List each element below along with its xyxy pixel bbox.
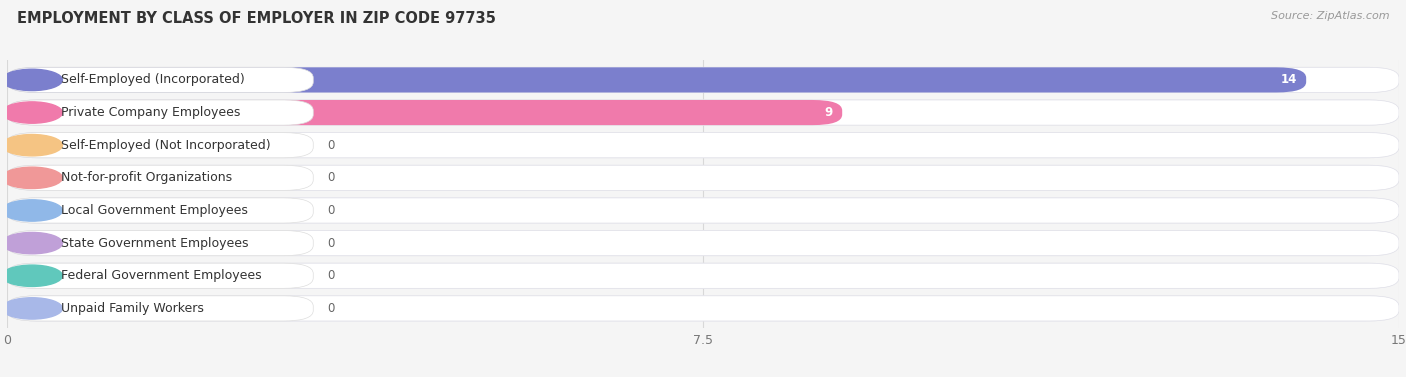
FancyBboxPatch shape (7, 100, 1399, 125)
FancyBboxPatch shape (7, 296, 314, 321)
FancyBboxPatch shape (7, 231, 1399, 256)
Circle shape (1, 102, 62, 123)
Text: Not-for-profit Organizations: Not-for-profit Organizations (60, 171, 232, 184)
FancyBboxPatch shape (7, 100, 842, 125)
FancyBboxPatch shape (7, 133, 1399, 158)
Text: 0: 0 (328, 302, 335, 315)
Text: State Government Employees: State Government Employees (60, 237, 247, 250)
Text: Private Company Employees: Private Company Employees (60, 106, 240, 119)
Text: 0: 0 (328, 171, 335, 184)
FancyBboxPatch shape (7, 198, 1399, 223)
FancyBboxPatch shape (7, 67, 314, 92)
Text: 0: 0 (328, 204, 335, 217)
Circle shape (1, 135, 62, 156)
FancyBboxPatch shape (7, 263, 1399, 288)
FancyBboxPatch shape (7, 230, 1399, 256)
Text: 14: 14 (1281, 74, 1296, 86)
FancyBboxPatch shape (7, 231, 314, 256)
FancyBboxPatch shape (7, 165, 1399, 190)
FancyBboxPatch shape (7, 198, 1399, 224)
Text: 0: 0 (328, 269, 335, 282)
Text: 9: 9 (825, 106, 832, 119)
Text: Self-Employed (Not Incorporated): Self-Employed (Not Incorporated) (60, 139, 270, 152)
FancyBboxPatch shape (7, 295, 1399, 322)
FancyBboxPatch shape (7, 165, 314, 190)
FancyBboxPatch shape (7, 100, 314, 125)
Text: Self-Employed (Incorporated): Self-Employed (Incorporated) (60, 74, 245, 86)
Text: Local Government Employees: Local Government Employees (60, 204, 247, 217)
Circle shape (1, 69, 62, 90)
Circle shape (1, 233, 62, 254)
FancyBboxPatch shape (7, 100, 1399, 126)
FancyBboxPatch shape (7, 133, 314, 158)
FancyBboxPatch shape (7, 296, 1399, 321)
Text: 0: 0 (328, 237, 335, 250)
FancyBboxPatch shape (7, 263, 314, 288)
Circle shape (1, 265, 62, 287)
FancyBboxPatch shape (7, 198, 314, 223)
FancyBboxPatch shape (7, 132, 1399, 158)
Text: Federal Government Employees: Federal Government Employees (60, 269, 262, 282)
Circle shape (1, 298, 62, 319)
FancyBboxPatch shape (7, 67, 1399, 93)
FancyBboxPatch shape (7, 263, 1399, 289)
FancyBboxPatch shape (7, 165, 1399, 191)
FancyBboxPatch shape (7, 67, 1399, 92)
FancyBboxPatch shape (7, 67, 1306, 92)
Circle shape (1, 167, 62, 188)
Text: EMPLOYMENT BY CLASS OF EMPLOYER IN ZIP CODE 97735: EMPLOYMENT BY CLASS OF EMPLOYER IN ZIP C… (17, 11, 496, 26)
Circle shape (1, 200, 62, 221)
Text: Unpaid Family Workers: Unpaid Family Workers (60, 302, 204, 315)
Text: 0: 0 (328, 139, 335, 152)
Text: Source: ZipAtlas.com: Source: ZipAtlas.com (1271, 11, 1389, 21)
